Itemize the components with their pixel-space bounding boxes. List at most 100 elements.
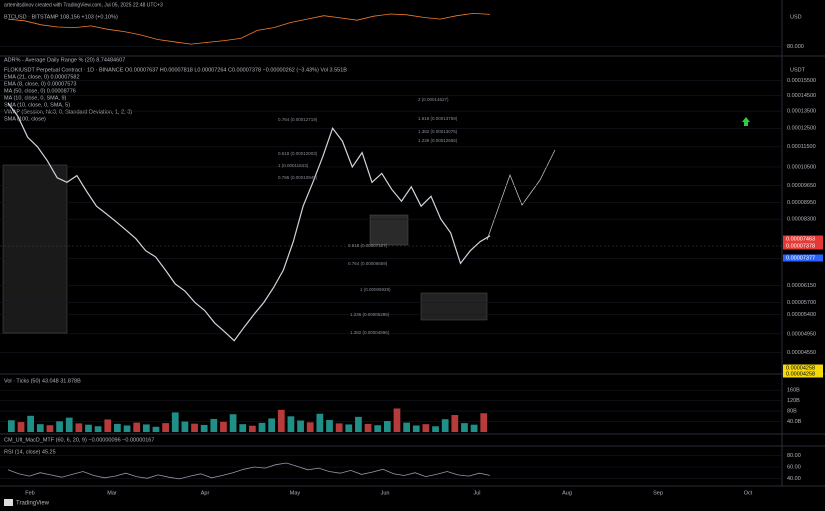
axis-unit: USD bbox=[790, 14, 802, 20]
volume-bar bbox=[364, 423, 372, 432]
fib-label: 0.618 (0.00012003) bbox=[278, 151, 318, 156]
volume-bar bbox=[36, 424, 44, 432]
y-tick-label: 0.00014500 bbox=[787, 93, 816, 99]
volume-bar bbox=[181, 421, 189, 432]
legend-line: EMA (8, close, 0) 0.00007573 bbox=[4, 81, 76, 87]
legend-line: MA (50, close, 0) 0.00008776 bbox=[4, 88, 76, 94]
volume-bar bbox=[249, 425, 256, 432]
y-tick-label: 0.00013500 bbox=[787, 109, 816, 115]
y-tick-label: 60.00 bbox=[787, 464, 801, 470]
y-tick-label: 80.00 bbox=[787, 453, 801, 459]
projection-path bbox=[486, 149, 556, 241]
fib-label: 1.618 (0.00013759) bbox=[418, 116, 458, 121]
volume-bar bbox=[403, 422, 410, 432]
fib-label: 0.764 (0.00012719) bbox=[278, 117, 318, 122]
brand: TradingView bbox=[16, 501, 50, 507]
volume-bar bbox=[8, 420, 15, 432]
volume-bar bbox=[345, 424, 353, 432]
y-tick-label: 160B bbox=[787, 388, 800, 394]
series-line bbox=[7, 462, 491, 480]
x-tick-label: Aug bbox=[562, 490, 572, 496]
y-tick-label: 0.00012500 bbox=[787, 126, 816, 132]
fib-label: 0.786 (0.00010945) bbox=[278, 175, 318, 180]
y-tick-label: 0.00005700 bbox=[787, 300, 816, 306]
up-arrow bbox=[742, 117, 750, 126]
y-tick-label: 80.000 bbox=[787, 44, 804, 50]
series-line bbox=[7, 12, 491, 45]
volume-bar bbox=[441, 419, 449, 432]
btc-legend: BTCUSD · BITSTAMP 108,156 +103 (+0.10%) bbox=[4, 14, 118, 20]
y-tick-label: 0.00004550 bbox=[787, 350, 816, 356]
volume-bar bbox=[229, 414, 237, 432]
volume-bar bbox=[210, 418, 218, 432]
rsi-legend: RSI (14, close) 45.25 bbox=[4, 449, 56, 455]
price-label: 0.00007377 bbox=[786, 255, 815, 261]
x-tick-label: Jul bbox=[473, 490, 480, 496]
volume-bar bbox=[326, 419, 333, 432]
volume-bar bbox=[104, 419, 112, 432]
volume-bar bbox=[200, 424, 208, 432]
x-tick-label: Apr bbox=[201, 490, 210, 496]
volume-bar bbox=[171, 412, 179, 432]
series-line bbox=[7, 102, 491, 342]
volume-bar bbox=[316, 413, 324, 432]
volume-bar bbox=[133, 422, 141, 432]
volume-bar bbox=[27, 415, 35, 432]
volume-bar bbox=[374, 425, 382, 432]
volume-bar bbox=[393, 408, 401, 432]
volume-bar bbox=[422, 424, 430, 432]
volume-bar bbox=[451, 415, 459, 432]
brand-logo bbox=[4, 499, 13, 506]
legend-line: VWAP (Session, hlc3, 0, Standard Deviati… bbox=[4, 109, 132, 115]
fib-label: 1 (0.00005929) bbox=[360, 287, 391, 292]
volume-bar bbox=[152, 426, 160, 432]
price-label-box bbox=[783, 235, 823, 243]
volume-bar bbox=[162, 423, 169, 432]
y-tick-label: 0.00011500 bbox=[787, 144, 816, 150]
y-tick-label: 0.00008950 bbox=[787, 200, 816, 206]
volume-bar bbox=[142, 424, 150, 432]
y-tick-label: 40.00 bbox=[787, 476, 801, 482]
volume-bar bbox=[239, 424, 247, 432]
fib-label: 1.382 (0.00004896) bbox=[350, 330, 390, 335]
fib-label: 0.764 (0.00006659) bbox=[348, 261, 388, 266]
volume-bar bbox=[480, 413, 488, 432]
volume-bar bbox=[191, 423, 198, 432]
y-tick-label: 0.00006150 bbox=[787, 283, 816, 289]
price-label: 0.00004258 bbox=[786, 371, 815, 377]
price-label-box bbox=[783, 364, 823, 372]
y-tick-label: 0.00005400 bbox=[787, 312, 816, 318]
volume-bar bbox=[56, 421, 63, 432]
legend-line: SMA (100, close) bbox=[4, 116, 46, 122]
volume-bar bbox=[383, 421, 391, 432]
x-tick-label: Sep bbox=[653, 490, 663, 496]
range-box bbox=[420, 292, 488, 321]
fib-label: 1.236 (0.00012655) bbox=[418, 138, 458, 143]
volume-bar bbox=[355, 416, 362, 432]
x-tick-label: May bbox=[290, 490, 301, 496]
price-label-box bbox=[783, 254, 823, 262]
fib-label: 0.618 (0.00007107) bbox=[348, 243, 388, 248]
y-tick-label: 80B bbox=[787, 409, 797, 415]
price-label: 0.00007378 bbox=[786, 243, 815, 249]
volume-bar bbox=[297, 420, 304, 432]
volume-bar bbox=[94, 426, 102, 432]
volume-bar bbox=[461, 423, 468, 432]
volume-bar bbox=[220, 421, 227, 432]
legend-line: EMA (21, close, 0) 0.00007582 bbox=[4, 74, 80, 80]
range-box bbox=[2, 164, 68, 334]
y-tick-label: 0.00009650 bbox=[787, 183, 816, 189]
y-tick-label: 120B bbox=[787, 398, 800, 404]
volume-bar bbox=[75, 423, 83, 432]
macd-legend: CM_Ult_MacD_MTF (60, 6, 20, 9) −0.000000… bbox=[4, 437, 154, 443]
legend-line: MA (10, close, 0, SMA, 9) bbox=[4, 95, 67, 101]
range-box bbox=[369, 214, 409, 246]
price-label-box bbox=[783, 242, 823, 250]
x-tick-label: Oct bbox=[744, 490, 753, 496]
symbol-legend: FLOKIUSDT Perpetual Contract · 1D · BINA… bbox=[4, 67, 347, 73]
y-tick-label: 0.00015500 bbox=[787, 78, 816, 84]
volume-bar bbox=[335, 423, 343, 432]
x-tick-label: Mar bbox=[107, 490, 117, 496]
